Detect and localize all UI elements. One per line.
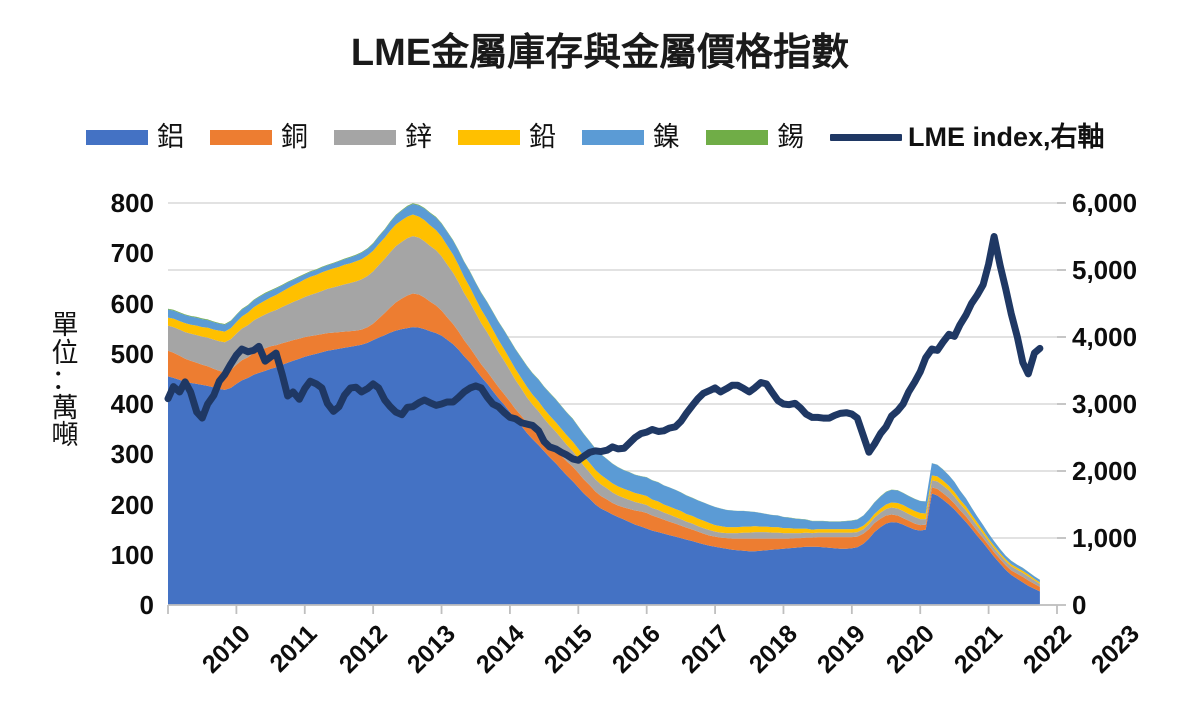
y-axis-tick-label-700: 700 [110, 238, 154, 269]
left-axis-unit-label: 單位：萬噸 [42, 310, 88, 451]
legend-label-zinc: 鋅 [405, 121, 432, 152]
legend-item-copper[interactable]: 銅 [210, 121, 308, 152]
lme-index-line [164, 233, 1044, 464]
left-axis-unit-char-0: 單 [51, 310, 79, 340]
chart-legend: 鋁 銅 鋅 鉛 鎳 錫 LME index,右軸 [86, 118, 1146, 156]
legend-label-aluminium: 鋁 [157, 121, 184, 152]
y2-axis-tick-label-5000: 5,000 [1072, 255, 1138, 285]
y-axis-tick-label-800: 800 [110, 188, 154, 218]
y2-axis-tick-label-4000: 4,000 [1072, 322, 1138, 352]
y2-axis-tick-label-0: 0 [1072, 590, 1087, 620]
y-axis-tick-label-300: 300 [110, 439, 154, 470]
legend-label-lme-index: LME index,右軸 [908, 121, 1105, 152]
y2-axis-tick-label-6000: 6,000 [1072, 188, 1138, 218]
legend-swatch-aluminium [86, 129, 148, 145]
left-axis-unit-char-4: 噸 [51, 420, 79, 451]
y-axis-tick-label-200: 200 [110, 489, 154, 520]
legend-item-lead[interactable]: 鉛 [458, 121, 556, 152]
legend-swatch-lead [458, 129, 520, 145]
legend-item-nickel[interactable]: 鎳 [582, 121, 680, 152]
legend-label-tin: 錫 [777, 121, 804, 152]
y2-axis-tick-label-1000: 1,000 [1072, 523, 1138, 553]
left-axis-unit-char-1: 位 [51, 337, 79, 368]
legend-swatch-zinc [334, 129, 396, 145]
y2-axis-tick-label-3000: 3,000 [1072, 389, 1138, 419]
y-axis-tick-label-400: 400 [110, 389, 154, 419]
legend-item-tin[interactable]: 錫 [706, 121, 804, 152]
left-axis-unit-char-3: 萬 [51, 392, 79, 423]
legend-swatch-nickel [582, 129, 644, 145]
chart-title: LME金屬庫存與金屬價格指數 [350, 32, 850, 74]
legend-swatch-copper [210, 129, 272, 145]
legend-item-aluminium[interactable]: 鋁 [86, 121, 184, 152]
legend-label-lead: 鉛 [529, 121, 556, 152]
legend-label-nickel: 鎳 [653, 121, 680, 152]
legend-label-copper: 銅 [281, 121, 308, 152]
legend-item-lme-index[interactable]: LME index,右軸 [830, 121, 1105, 152]
legend-item-zinc[interactable]: 鋅 [334, 121, 432, 152]
y-axis-tick-label-0: 0 [139, 590, 154, 620]
y2-axis-tick-label-2000: 2,000 [1072, 456, 1138, 486]
y-axis-tick-label-500: 500 [110, 338, 154, 369]
legend-line-lme-index [830, 133, 902, 141]
y-axis-tick-label-100: 100 [110, 539, 154, 570]
legend-swatch-tin [706, 129, 768, 145]
y-axis-tick-label-600: 600 [110, 288, 154, 319]
left-axis-unit-char-2: ： [51, 365, 79, 396]
